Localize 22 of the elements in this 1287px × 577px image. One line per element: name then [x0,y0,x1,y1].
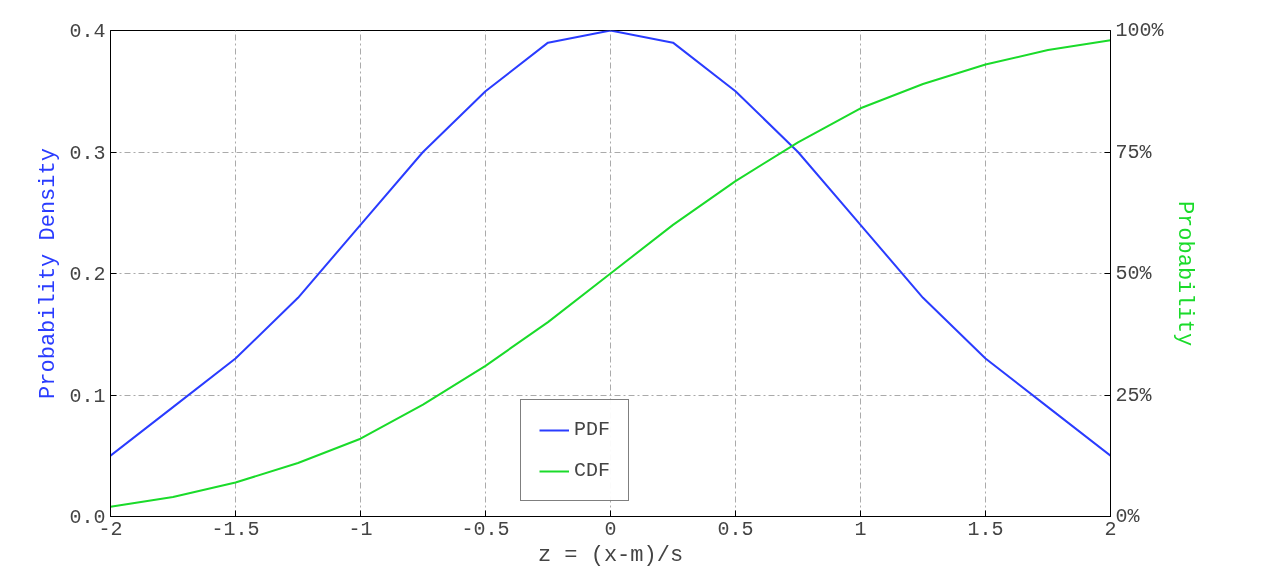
x-axis-title: z = (x-m)/s [537,542,684,568]
legend-label: PDF [574,418,611,441]
y2-tick-label: 0% [1115,505,1141,528]
y-tick-label: 0.1 [69,384,106,408]
y-axis-title: Probability Density [36,148,62,399]
x-tick-label: -1.5 [211,517,260,541]
x-tick-label: -1 [348,517,373,541]
x-tick-label: 0.5 [717,517,754,541]
x-tick-label: 1.5 [967,517,1004,541]
x-tick-label: 2 [1104,517,1117,541]
y-tick-label: 0.2 [69,263,106,286]
x-tick-label: 1 [854,517,867,541]
y-tick-label: 0.4 [69,20,106,43]
x-tick-label: 0 [604,517,617,541]
x-tick-label: -0.5 [461,517,510,541]
y2-tick-label: 100% [1115,19,1165,42]
legend-label: CDF [574,459,611,482]
y2-axis-title: Probability [1171,200,1197,347]
y2-tick-label: 75% [1115,140,1153,164]
y2-tick-label: 50% [1115,262,1153,285]
y-tick-label: 0.3 [69,141,106,165]
y2-tick-label: 25% [1115,383,1153,407]
